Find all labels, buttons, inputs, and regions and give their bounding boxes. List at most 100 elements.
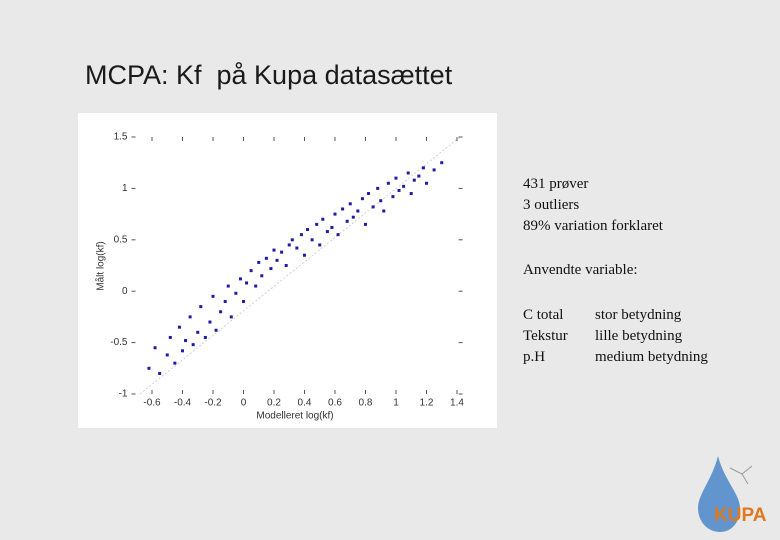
point xyxy=(272,248,276,252)
x-tick-label: 0.6 xyxy=(328,398,342,409)
point xyxy=(302,253,306,257)
note: 89% variation forklaret xyxy=(523,218,663,234)
y-tick-label: 1.5 xyxy=(114,132,128,143)
point xyxy=(223,299,227,303)
y-tick-label: -1 xyxy=(119,389,128,400)
cell: stor betydning xyxy=(595,307,682,323)
logo: KUPA xyxy=(698,456,767,532)
point xyxy=(417,174,421,178)
point xyxy=(158,371,162,375)
x-axis-label: Modelleret log(kf) xyxy=(256,411,333,422)
point xyxy=(310,238,314,242)
x-tick-label: 0.8 xyxy=(359,398,373,409)
point xyxy=(315,222,319,226)
point xyxy=(363,222,367,226)
cell: medium betydning xyxy=(595,349,708,365)
point xyxy=(153,346,157,350)
point xyxy=(229,315,233,319)
point xyxy=(376,186,380,190)
cell: Tekstur xyxy=(523,328,568,344)
point xyxy=(165,353,169,357)
point xyxy=(196,330,200,334)
point xyxy=(299,233,303,237)
point xyxy=(391,195,395,199)
point xyxy=(275,258,279,262)
x-tick-label: 1.2 xyxy=(420,398,434,409)
note: 431 prøver xyxy=(523,176,589,192)
point xyxy=(280,250,284,254)
point xyxy=(269,267,273,271)
point xyxy=(226,284,230,288)
point xyxy=(371,205,375,209)
point xyxy=(409,192,413,196)
point xyxy=(394,176,398,180)
point xyxy=(168,335,172,339)
point xyxy=(440,161,444,165)
variables-table: C total stor betydning Tekstur lille betyd… xyxy=(523,305,708,368)
logo-molecule xyxy=(729,465,753,485)
point xyxy=(191,343,195,347)
point xyxy=(260,274,264,278)
point xyxy=(295,246,299,250)
point xyxy=(284,264,288,267)
y-tick-label: 0 xyxy=(122,286,128,297)
x-tick-label: 0.2 xyxy=(267,398,281,409)
point xyxy=(173,361,177,365)
point xyxy=(287,243,291,247)
point xyxy=(147,366,151,370)
chart-panel xyxy=(78,113,497,428)
point xyxy=(367,192,371,196)
point xyxy=(318,243,322,247)
logo-text: KUPA xyxy=(714,505,767,526)
point xyxy=(234,291,238,295)
point xyxy=(351,215,355,219)
point xyxy=(330,225,334,229)
x-tick-label: -0.4 xyxy=(174,398,192,409)
point xyxy=(214,328,218,332)
point xyxy=(421,166,425,170)
point xyxy=(379,199,383,203)
point xyxy=(184,339,188,343)
point xyxy=(180,349,184,353)
point xyxy=(254,284,258,288)
point xyxy=(188,315,192,319)
row: p.H medium betydning xyxy=(523,347,708,368)
point xyxy=(249,269,253,273)
point xyxy=(386,181,390,185)
cell: C total xyxy=(523,307,564,323)
logo-drop xyxy=(698,456,740,532)
point xyxy=(321,217,325,221)
y-axis-label: Målt log(kf) xyxy=(95,241,107,290)
point xyxy=(199,305,203,309)
point xyxy=(356,209,360,213)
point xyxy=(382,209,386,213)
point xyxy=(203,335,207,339)
slide-title: MCPA: Kf på Kupa datasættet xyxy=(85,60,453,90)
point xyxy=(348,202,352,206)
x-tick-label: 1.4 xyxy=(450,398,464,409)
x-tick-label: -0.2 xyxy=(204,398,222,409)
row: C total stor betydning xyxy=(523,305,708,326)
point xyxy=(333,212,337,216)
point xyxy=(306,228,310,232)
point xyxy=(238,277,242,281)
point xyxy=(341,207,345,211)
point xyxy=(325,230,329,234)
point xyxy=(257,260,261,264)
y-tick-label: -0.5 xyxy=(110,337,128,348)
point xyxy=(345,219,349,223)
variables-heading: Anvendte variable: xyxy=(523,262,638,278)
y-tick-label: 0.5 xyxy=(114,234,128,245)
point xyxy=(208,320,212,324)
note: 3 outliers xyxy=(523,197,580,213)
point xyxy=(424,181,428,185)
point xyxy=(245,281,249,285)
point xyxy=(336,233,340,237)
reference-line xyxy=(139,136,461,395)
y-tick-label: 1 xyxy=(122,183,128,194)
x-tick-label: -0.6 xyxy=(143,398,161,409)
point xyxy=(264,256,268,260)
point xyxy=(402,184,406,188)
